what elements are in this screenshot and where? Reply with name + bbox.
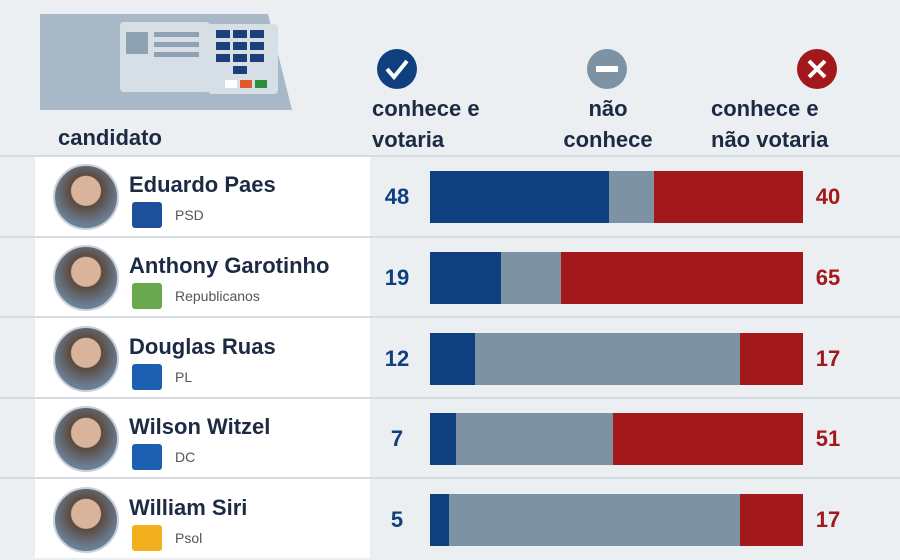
value-label: 17 <box>815 506 841 532</box>
bar-segment <box>430 332 475 385</box>
value-label: 51 <box>815 426 841 452</box>
party-logo <box>132 202 162 229</box>
bar-segment <box>430 493 449 546</box>
row-separator <box>0 155 900 157</box>
bar-segment <box>609 171 654 224</box>
party-logo <box>132 363 162 390</box>
value-label: 65 <box>815 264 841 290</box>
avatar <box>53 244 119 311</box>
avatar <box>53 164 119 231</box>
avatar <box>53 486 119 553</box>
bar-segment <box>448 493 740 546</box>
value-label: 40 <box>815 184 841 210</box>
legend-label: conhece e votaria <box>372 96 480 152</box>
ballot-icon <box>40 14 292 110</box>
party-logo <box>132 444 162 471</box>
party-name: Republicanos <box>175 287 260 304</box>
category-header: candidato <box>58 125 162 150</box>
bar-segment <box>500 251 561 304</box>
value-label: 48 <box>384 184 410 210</box>
avatar <box>53 406 119 473</box>
party-name: DC <box>175 449 196 466</box>
party-name: PL <box>175 368 193 385</box>
avatar <box>53 325 119 392</box>
bar-segment <box>474 332 740 385</box>
bar-segment <box>612 413 803 466</box>
bar-segment <box>456 413 613 466</box>
candidate-name: William Siri <box>129 494 248 520</box>
value-label: 5 <box>390 506 404 532</box>
legend-icon <box>587 49 627 89</box>
legend-icon <box>797 49 837 89</box>
candidate-name: Eduardo Paes <box>129 172 276 198</box>
candidate-name: Wilson Witzel <box>129 414 271 440</box>
legend-label: não conhece <box>563 96 653 152</box>
bar-segment <box>430 171 610 224</box>
candidate-name: Douglas Ruas <box>129 333 276 359</box>
bar-segment <box>430 251 501 304</box>
bar-segment <box>739 493 803 546</box>
bar-segment <box>653 171 803 224</box>
value-label: 19 <box>384 264 410 290</box>
legend-icon <box>377 49 417 89</box>
row-separator <box>0 235 900 238</box>
bar-segment <box>560 251 803 304</box>
candidate-name: Anthony Garotinho <box>129 252 330 278</box>
value-label: 17 <box>815 345 841 371</box>
legend-label: conhece e não votaria <box>711 96 829 152</box>
bar-segment <box>739 332 803 385</box>
row-separator <box>0 316 900 319</box>
party-logo <box>132 524 162 551</box>
party-name: PSD <box>175 207 204 224</box>
value-label: 7 <box>390 426 404 452</box>
row-separator <box>0 396 900 399</box>
party-logo <box>132 282 162 309</box>
party-name: Psol <box>175 529 203 546</box>
bar-segment <box>430 413 457 466</box>
row-separator <box>0 477 900 480</box>
value-label: 12 <box>384 345 410 371</box>
